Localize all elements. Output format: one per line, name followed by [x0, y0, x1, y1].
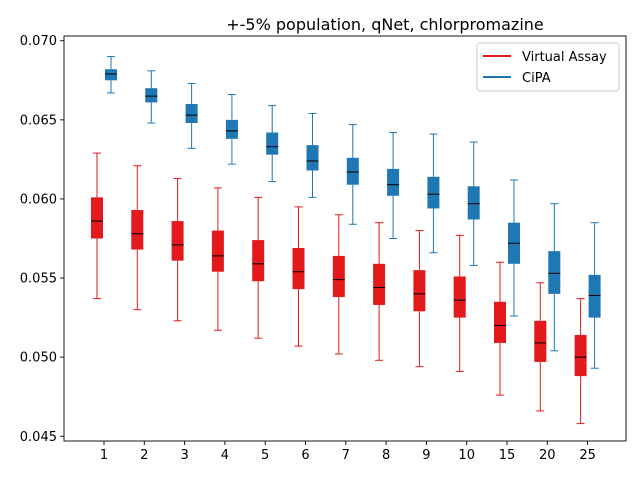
- virtual-assay-box-5: [252, 196, 265, 339]
- virtual-assay-box-2: [131, 165, 144, 311]
- y-tick-label: 0.055: [20, 272, 57, 287]
- box-iqr: [171, 221, 184, 261]
- x-tick-label: 10: [458, 448, 475, 463]
- box-iqr: [131, 210, 144, 250]
- box-iqr: [211, 230, 224, 272]
- virtual-assay-box-20: [534, 282, 547, 412]
- legend[interactable]: Virtual Assay CiPA: [476, 42, 620, 92]
- cipa-box-15: [508, 179, 520, 317]
- cipa-box-8: [387, 132, 400, 239]
- box-iqr: [413, 270, 426, 312]
- y-tick-label: 0.070: [20, 34, 57, 49]
- cipa-box-5: [266, 105, 279, 183]
- box-iqr: [453, 276, 466, 318]
- y-tick-label: 0.045: [20, 430, 57, 445]
- box-iqr: [306, 145, 319, 171]
- cipa-box-25: [588, 222, 601, 369]
- cipa-box-7: [346, 124, 359, 225]
- box-iqr: [105, 69, 117, 81]
- legend-label: CiPA: [522, 71, 551, 86]
- x-tick-label: 3: [180, 448, 188, 463]
- box-iqr: [266, 132, 279, 155]
- x-tick-label: 9: [422, 448, 430, 463]
- x-tick-label: 5: [261, 448, 269, 463]
- virtual-assay-box-3: [171, 177, 184, 322]
- chart-title: +-5% population, qNet, chlorpromazine: [226, 15, 544, 34]
- x-tick-label: 8: [382, 448, 390, 463]
- cipa-box-2: [145, 70, 158, 124]
- box-iqr: [225, 119, 238, 139]
- x-tick-label: 6: [301, 448, 309, 463]
- virtual-assay-box-25: [574, 298, 587, 425]
- box-iqr: [373, 263, 386, 305]
- cipa-box-20: [548, 203, 561, 352]
- box-iqr: [548, 251, 561, 294]
- box-iqr: [185, 104, 198, 124]
- legend-label: Virtual Assay: [522, 50, 607, 65]
- cipa-box-3: [185, 82, 198, 149]
- cipa-box-1: [105, 56, 117, 94]
- box-iqr: [467, 186, 480, 220]
- y-tick-label: 0.065: [20, 113, 57, 128]
- box-iqr: [332, 255, 345, 298]
- virtual-assay-box-9: [413, 230, 426, 368]
- box-iqr: [574, 335, 587, 377]
- y-tick-label: 0.060: [20, 192, 57, 207]
- cipa-box-4: [225, 94, 238, 165]
- box-iqr: [91, 197, 103, 239]
- virtual-assay-box-10: [453, 234, 466, 372]
- y-tick-label: 0.050: [20, 351, 57, 366]
- x-tick-label: 1: [100, 448, 108, 463]
- box-iqr: [588, 274, 601, 318]
- axes-frame: [63, 35, 627, 442]
- virtual-assay-box-6: [292, 206, 305, 347]
- box-iqr: [252, 240, 265, 282]
- box-iqr: [534, 320, 547, 362]
- virtual-assay-box-15: [494, 261, 506, 396]
- box-iqr: [427, 176, 440, 209]
- legend-frame: [476, 42, 620, 92]
- virtual-assay-box-8: [373, 222, 386, 361]
- x-tick-label: 20: [539, 448, 556, 463]
- axes: 0.045 0.050 0.055 0.060 0.065 0.070 1 2 3 4 5 6 7 8 9 1…: [20, 34, 627, 463]
- box-iqr: [387, 168, 400, 196]
- x-tick-label: 15: [499, 448, 516, 463]
- cipa-box-9: [427, 133, 440, 254]
- plot-area: [91, 56, 601, 425]
- x-tick-label: 7: [342, 448, 350, 463]
- virtual-assay-box-7: [332, 214, 345, 355]
- x-tick-label: 25: [579, 448, 596, 463]
- box-iqr: [145, 88, 158, 103]
- x-tick-label: 2: [140, 448, 148, 463]
- box-iqr: [292, 247, 305, 290]
- x-tick-label: 4: [221, 448, 229, 463]
- box-iqr: [346, 157, 359, 185]
- cipa-box-6: [306, 113, 319, 198]
- virtual-assay-box-4: [211, 187, 224, 331]
- box-iqr: [494, 301, 506, 343]
- virtual-assay-box-1: [91, 152, 103, 300]
- cipa-box-10: [467, 141, 480, 266]
